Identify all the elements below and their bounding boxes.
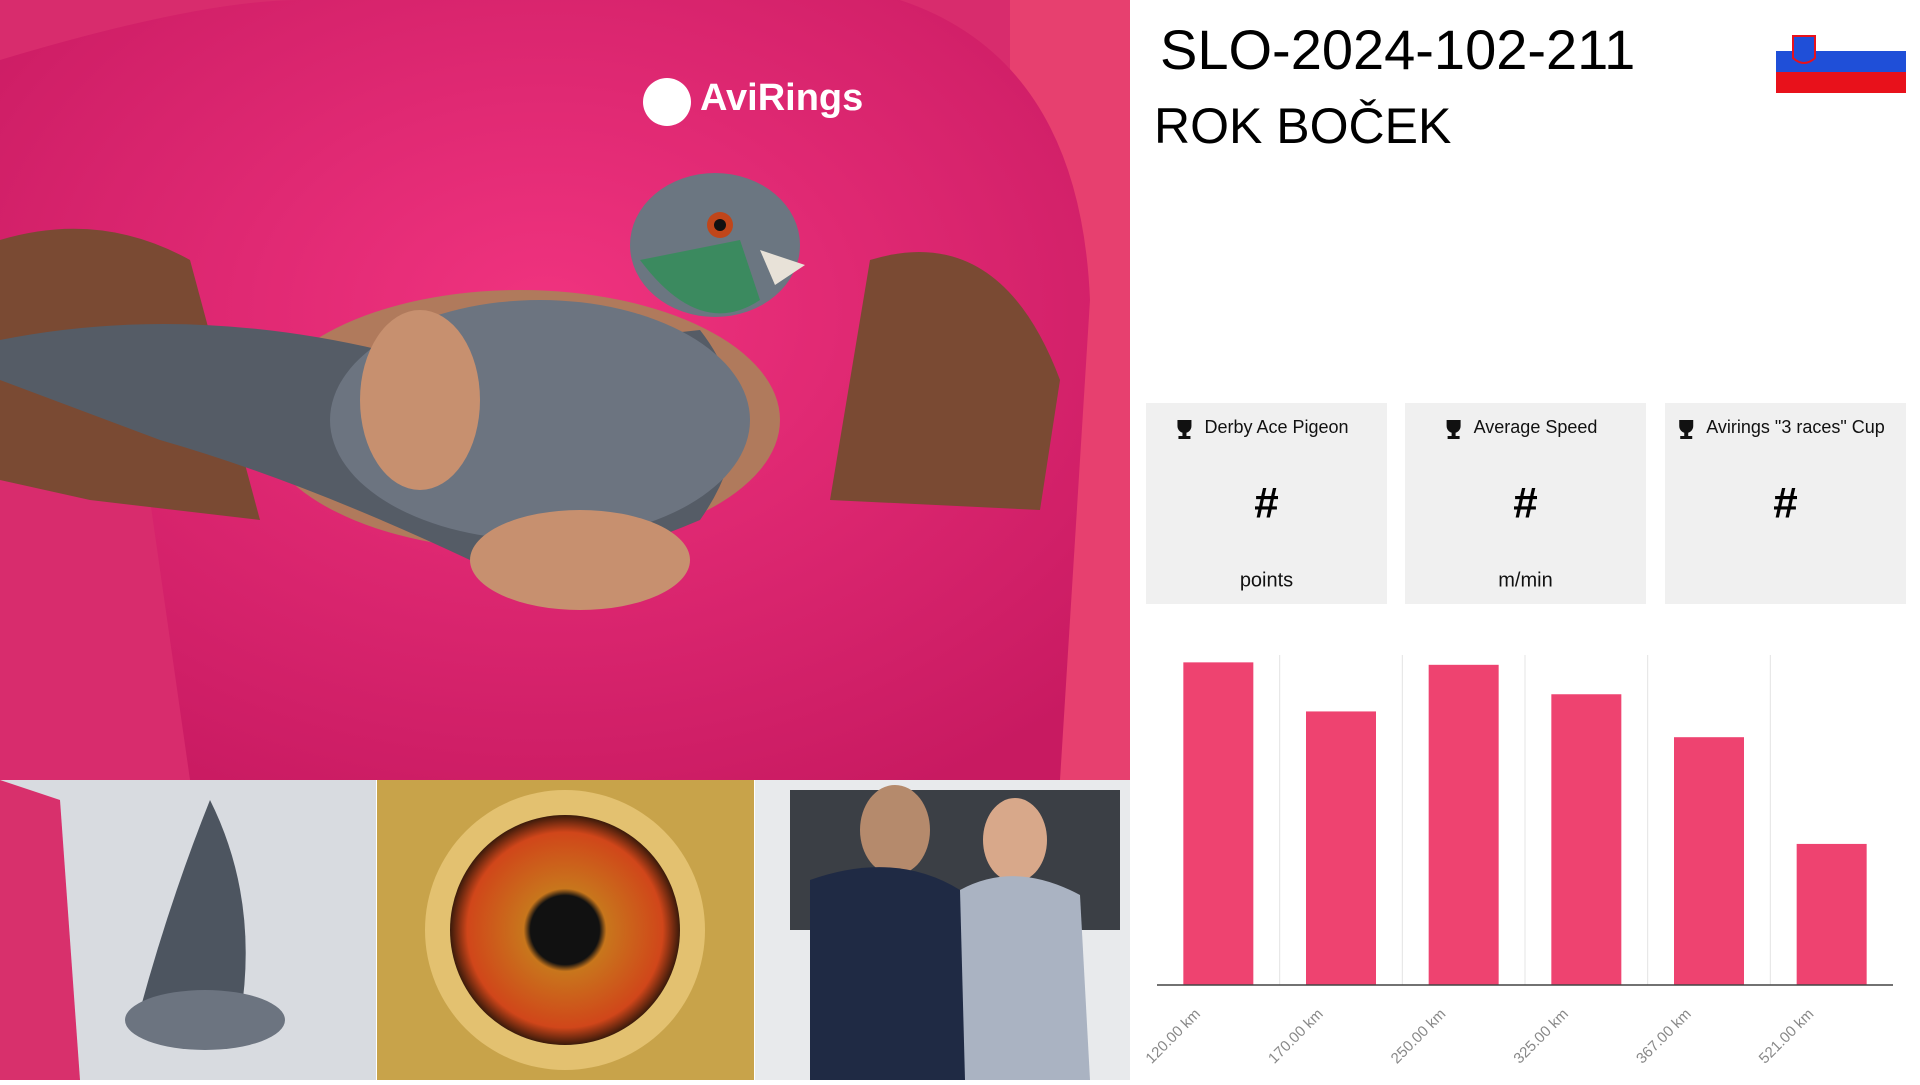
card-value: # [1254,479,1278,528]
trophy-icon [1446,420,1461,439]
x-tick-label: 325.00 km [1510,1006,1572,1068]
bar [1674,737,1744,985]
card-title: Average Speed [1474,417,1598,437]
x-tick-label: 120.00 km [1142,1006,1204,1068]
main-photo: AviRings [0,0,1130,780]
eye-photo [377,780,754,1080]
card-title: Avirings "3 races" Cup [1706,417,1885,437]
card [1665,403,1906,604]
owner-name: ROK BOČEK [1154,98,1451,154]
bar [1306,711,1376,985]
card-value: # [1773,479,1797,528]
wing-photo [0,780,376,1080]
people-photo [755,780,1130,1080]
card-unit: points [1240,569,1293,591]
shirt-logo-text: AviRings [700,77,863,119]
x-tick-label: 250.00 km [1388,1006,1450,1068]
ring-number: SLO-2024-102-211 [1160,18,1635,81]
bar [1428,664,1499,985]
x-tick-label: 170.00 km [1265,1006,1327,1068]
card-value: # [1513,479,1537,528]
stat-cards: Derby Ace Pigeon # points Average Speed # m/m… [1146,403,1906,604]
card [1405,403,1646,604]
bar [1183,662,1254,985]
distance-chart: 120.00 km 170.00 km 250.00 km 325.00 km 367.… [1142,655,1893,1067]
trophy-icon [1679,420,1694,439]
bar [1796,843,1867,985]
card-title: Derby Ace Pigeon [1204,417,1348,437]
x-tick-label: 367.00 km [1633,1006,1695,1068]
trophy-icon [1177,420,1192,439]
flag [1776,30,1906,93]
x-tick-label: 521.00 km [1756,1006,1818,1068]
bar [1551,694,1622,985]
card-unit: m/min [1498,569,1552,591]
